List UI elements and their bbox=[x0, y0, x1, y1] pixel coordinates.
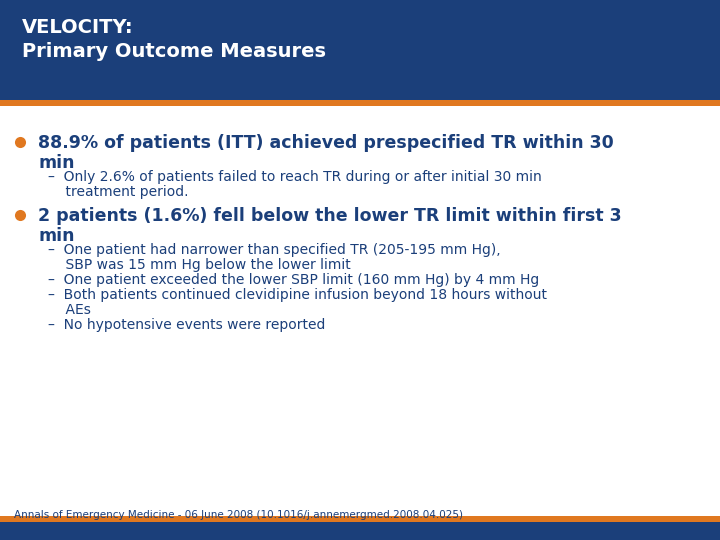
Bar bbox=[0, 516, 720, 522]
Text: Primary Outcome Measures: Primary Outcome Measures bbox=[22, 42, 326, 61]
Bar bbox=[0, 100, 720, 106]
Text: 2 patients (1.6%) fell below the lower TR limit within first 3: 2 patients (1.6%) fell below the lower T… bbox=[38, 207, 621, 225]
Bar bbox=[0, 534, 720, 540]
Text: –  Only 2.6% of patients failed to reach TR during or after initial 30 min: – Only 2.6% of patients failed to reach … bbox=[48, 170, 541, 184]
Bar bbox=[0, 522, 720, 540]
Text: –  One patient exceeded the lower SBP limit (160 mm Hg) by 4 mm Hg: – One patient exceeded the lower SBP lim… bbox=[48, 273, 539, 287]
Text: 88.9% of patients (ITT) achieved prespecified TR within 30: 88.9% of patients (ITT) achieved prespec… bbox=[38, 134, 613, 152]
Text: min: min bbox=[38, 154, 74, 172]
Text: –  One patient had narrower than specified TR (205-195 mm Hg),: – One patient had narrower than specifie… bbox=[48, 243, 500, 257]
Text: AEs: AEs bbox=[48, 303, 91, 317]
Text: –  Both patients continued clevidipine infusion beyond 18 hours without: – Both patients continued clevidipine in… bbox=[48, 288, 547, 302]
Text: Annals of Emergency Medicine - 06 June 2008 (10.1016/j.annemergmed.2008.04.025): Annals of Emergency Medicine - 06 June 2… bbox=[14, 510, 463, 520]
Text: SBP was 15 mm Hg below the lower limit: SBP was 15 mm Hg below the lower limit bbox=[48, 258, 351, 272]
Text: –  No hypotensive events were reported: – No hypotensive events were reported bbox=[48, 318, 325, 332]
Text: min: min bbox=[38, 227, 74, 245]
Text: treatment period.: treatment period. bbox=[48, 185, 189, 199]
Bar bbox=[0, 0, 720, 100]
Bar bbox=[0, 518, 720, 540]
Text: VELOCITY:: VELOCITY: bbox=[22, 18, 134, 37]
